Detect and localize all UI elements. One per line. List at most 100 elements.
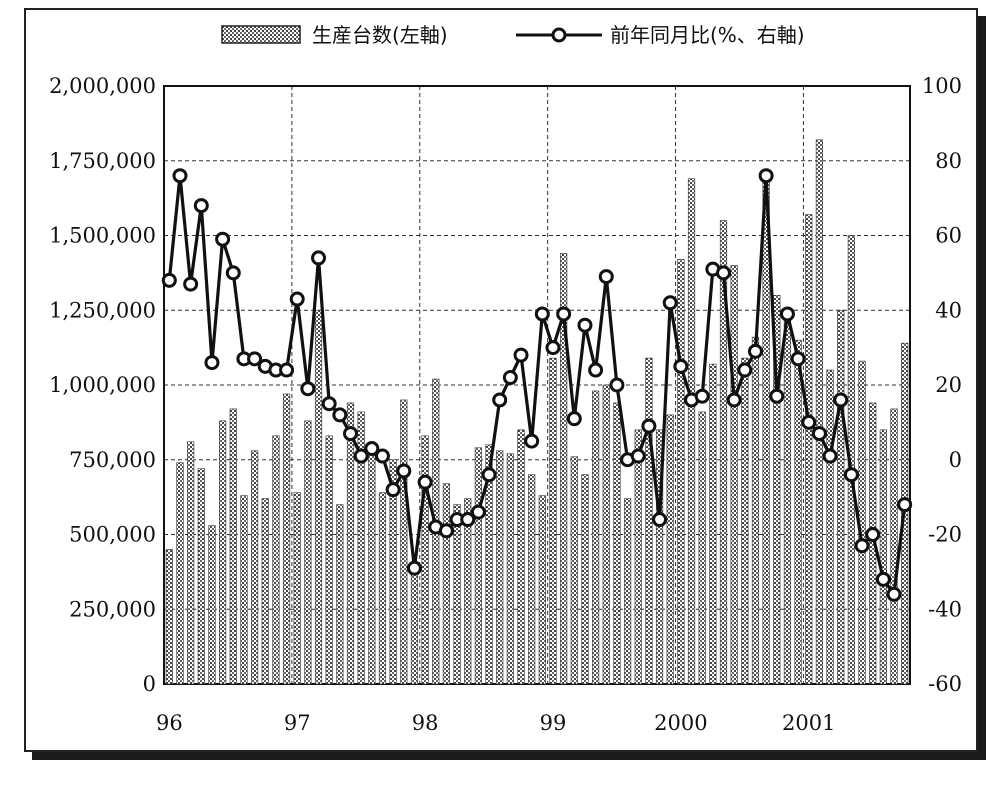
bar — [698, 411, 706, 685]
x-tick-label: 96 — [156, 711, 183, 735]
y-right-tick-label: 20 — [935, 373, 962, 397]
bar — [250, 450, 259, 685]
yoy-point — [353, 448, 369, 464]
y-right-tick-label: 80 — [935, 149, 962, 173]
bar — [187, 441, 195, 685]
legend-line-label: 前年同月比(%、右軸) — [610, 23, 805, 47]
yoy-point — [481, 467, 497, 483]
yoy-point — [470, 504, 486, 520]
bar — [570, 456, 578, 685]
y-right-tick-label: 100 — [922, 74, 962, 98]
y-left-tick-label: 1,250,000 — [49, 298, 156, 322]
x-tick-label: 98 — [412, 711, 439, 735]
bar — [677, 259, 685, 685]
bar — [165, 549, 173, 685]
yoy-point — [161, 272, 177, 288]
chart-frame: 生産台数(左軸) 前年同月比(%、右軸) 0 250,000 500,000 750,… — [24, 8, 978, 752]
y-left-tick-label: 750,000 — [69, 448, 156, 472]
bar — [496, 450, 504, 685]
bar — [560, 253, 568, 685]
yoy-point — [897, 497, 913, 513]
bar — [837, 309, 845, 685]
yoy-point — [332, 407, 348, 423]
yoy-point — [641, 418, 657, 434]
yoy-point — [300, 381, 316, 397]
bar — [634, 429, 642, 685]
y-left-tick-label: 500,000 — [69, 523, 156, 547]
y-left-tick-label: 250,000 — [69, 597, 156, 621]
legend-bar-label: 生産台数(左軸) — [312, 23, 448, 47]
bar-series — [165, 139, 909, 685]
bar — [783, 309, 792, 685]
bar — [240, 495, 248, 685]
yoy-point — [204, 355, 220, 371]
line-series — [161, 168, 913, 602]
yoy-point — [524, 433, 540, 449]
yoy-point — [502, 370, 518, 386]
legend-line-marker — [551, 27, 567, 43]
yoy-point — [662, 295, 678, 311]
bar — [442, 483, 451, 685]
bar — [314, 309, 323, 685]
bar — [474, 447, 482, 685]
yoy-point — [673, 358, 689, 374]
bar — [229, 408, 237, 685]
yoy-point — [598, 269, 614, 285]
bar — [613, 402, 621, 685]
bar — [826, 369, 834, 685]
left-axis: 0 250,000 500,000 750,000 1,000,000 1,250,000… — [49, 74, 156, 696]
bar — [805, 214, 813, 685]
bar — [421, 435, 429, 685]
bar — [773, 294, 781, 685]
bar — [741, 357, 749, 685]
yoy-point — [779, 306, 795, 322]
yoy-point — [406, 560, 422, 576]
bar — [719, 220, 728, 685]
bar — [666, 414, 674, 685]
bar — [282, 393, 291, 685]
yoy-point — [556, 306, 572, 322]
y-right-tick-label: 0 — [949, 448, 962, 472]
bar — [730, 265, 738, 685]
yoy-point — [385, 482, 401, 498]
yoy-point — [193, 198, 209, 214]
yoy-point — [321, 396, 337, 412]
bar — [325, 435, 333, 685]
bar — [389, 459, 397, 685]
yoy-point — [374, 448, 390, 464]
bar — [357, 411, 365, 685]
yoy-point — [279, 362, 295, 378]
right-axis: -60 -40 -20 0 20 40 60 80 100 — [922, 74, 962, 696]
bar — [400, 399, 408, 685]
plot-border — [163, 85, 911, 685]
yoy-point — [460, 512, 476, 528]
yoy-point — [747, 343, 763, 359]
bar — [346, 402, 355, 685]
yoy-point — [215, 231, 231, 247]
yoy-point — [247, 351, 263, 367]
x-tick-label: 99 — [540, 711, 567, 735]
bar — [623, 498, 632, 685]
bar — [304, 420, 312, 685]
yoy-point — [769, 388, 785, 404]
bar — [879, 429, 887, 685]
legend: 生産台数(左軸) 前年同月比(%、右軸) — [221, 23, 805, 47]
yoy-point — [854, 538, 870, 554]
y-right-tick-label: 60 — [935, 224, 962, 248]
yoy-point — [545, 340, 561, 356]
yoy-point — [843, 467, 859, 483]
bar — [592, 390, 600, 685]
y-left-tick-label: 1,500,000 — [49, 224, 156, 248]
yoy-point — [790, 351, 806, 367]
y-left-tick-label: 1,000,000 — [49, 373, 156, 397]
yoy-point — [343, 426, 358, 442]
yoy-point — [716, 265, 731, 281]
y-right-tick-label: -40 — [928, 597, 962, 621]
x-tick-label: 2001 — [782, 711, 835, 735]
y-left-tick-label: 0 — [143, 672, 156, 696]
yoy-line — [167, 174, 907, 596]
yoy-point — [513, 347, 529, 363]
bar — [219, 420, 227, 685]
yoy-point — [311, 250, 327, 266]
bar — [538, 495, 546, 685]
